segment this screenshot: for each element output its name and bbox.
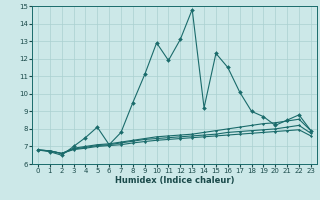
X-axis label: Humidex (Indice chaleur): Humidex (Indice chaleur) — [115, 176, 234, 185]
